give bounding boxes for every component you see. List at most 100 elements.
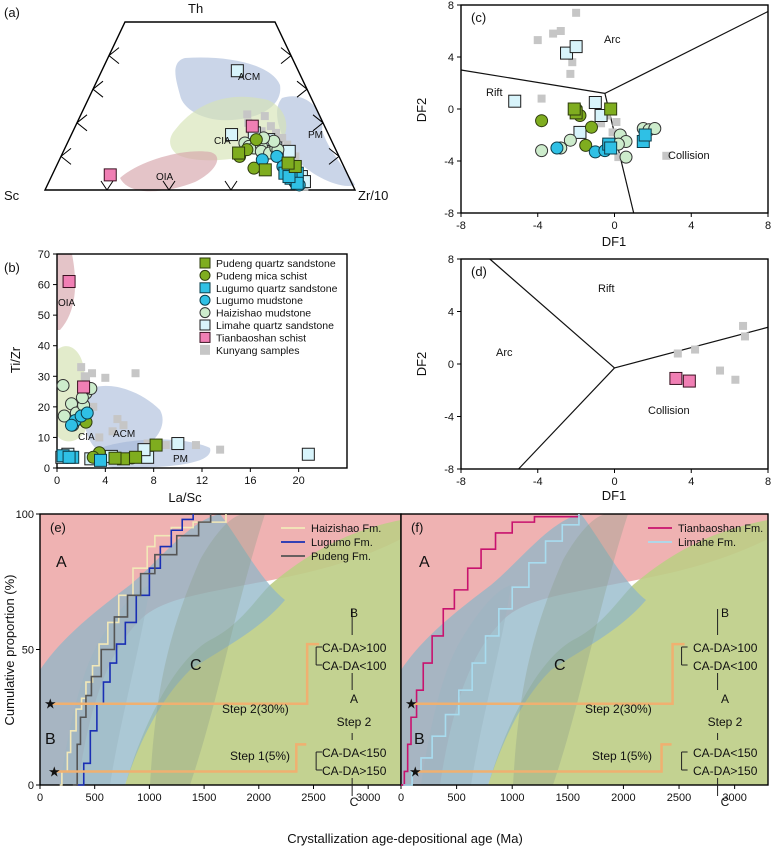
e-x-tick-label-5: 2500 [301,792,325,804]
panel-f-step1-label: Step 1(5%) [592,749,652,763]
panel-d: -8 -4 0 4 8 -8 -4 0 4 8 (d) DF1 DF2 Rift Arc Coll… [414,254,771,503]
e-star-step2: ★ [44,696,57,712]
panel-d-field-label-rift: Rift [598,283,615,295]
panel-f: 0 500 1000 1500 2000 2500 3000 ★★ Tianbaoshan … [398,513,769,809]
point-kunyang-samples-9 [119,421,128,430]
x-tick-label-4: 8 [765,220,771,232]
panel-c-label: (c) [471,10,486,25]
panel-b-field-label-acm: ACM [113,429,135,440]
point-pudeng-mica-schist-3 [579,138,593,152]
a-tick-right-1 [296,80,308,98]
point-kunyang-samples-11 [161,441,170,450]
legend-kunyang-samples-marker [200,344,210,355]
point-haizishao-mudstone-1 [563,133,577,147]
point-kunyang-samples-6 [272,128,280,137]
point-limahe-quartz-sandstone-7 [301,447,315,461]
f-x-tick-label-5: 2500 [667,792,691,804]
y-tick-label-1: -4 [444,156,454,168]
y-tick-label-0: 0 [44,463,50,475]
point-kunyang-samples-9 [608,128,617,137]
point-pudeng-mica-schist-3 [249,133,263,147]
panel-b-x-axis-title: La/Sc [168,490,202,505]
point-kunyang-samples-5 [266,122,275,131]
legend-limahe-quartz-sandstone-label: Limahe quartz sandstone [216,320,334,332]
point-kunyang-samples-1 [549,29,558,38]
e-y-tick-label-2: 100 [16,509,34,521]
a-tick-bottom-0 [100,180,114,191]
panel-f-step-lines: ★★ [405,609,719,796]
y-tick-label-7: 70 [38,249,50,261]
legend-pudeng-quartz-sandstone-label: Pudeng quartz sandstone [216,258,336,270]
point-limahe-quartz-sandstone-5 [573,125,587,139]
e-x-tick-label-0: 0 [37,792,43,804]
legend-limahe-quartz-sandstone-marker [199,319,211,331]
panel-d-field-label-collision: Collision [648,405,690,417]
panel-d-y-axis-title: DF2 [414,352,429,377]
y-tick-label-1: 10 [38,432,50,444]
panel-e-band-overlap [150,514,265,785]
point-kunyang-samples-3 [260,112,269,121]
panel-e-flow-c: C [350,795,359,809]
panel-d-points [669,321,749,388]
x-tick-label-2: 0 [611,476,617,488]
panel-f-step2-label: Step 2(30%) [585,702,652,716]
point-kunyang-samples-15 [108,427,117,436]
x-tick-label-0: 0 [54,475,60,487]
f-step1-line [413,743,672,773]
e-step1-line [52,743,307,773]
panel-b-ticks: 0 4 8 12 16 20 0 10 20 30 40 50 60 70 [38,249,305,487]
e-legend-haizishao-fm-label: Haizishao Fm. [311,523,381,535]
panel-d-frame [460,258,769,470]
legend-haizishao-mudstone-label: Haizishao mudstone [216,308,311,320]
legend-pudeng-mica-schist-marker [199,269,211,281]
e-flow-bracket-top [315,646,323,666]
panel-f-region-a [401,514,768,785]
c-boundary-0 [460,69,606,94]
point-kunyang-samples-4 [716,366,725,375]
x-tick-label-3: 12 [196,475,208,487]
panel-c-field-label-rift: Rift [486,87,503,99]
panel-f-flow-ca-da-gt150: CA-DA>150 [693,764,758,778]
panel-b: 0 4 8 12 16 20 0 10 20 30 40 50 60 70 (b) La/Sc Ti/Zr… [4,249,348,505]
point-pudeng-quartz-sandstone-3 [108,451,122,465]
d-boundary-0 [489,258,615,369]
f-line-tianbaoshan-fm [401,514,580,786]
point-tianbaoshan-schist-0 [103,168,117,182]
panel-f-legend: Tianbaoshan Fm. Limahe Fm. [648,523,763,549]
point-kunyang-samples-1 [80,372,89,381]
point-kunyang-samples-0 [243,110,252,119]
y-tick-label-2: 0 [448,104,454,116]
e-y-tick-label-1: 50 [22,645,34,657]
e-x-tick-label-1: 500 [86,792,104,804]
point-pudeng-quartz-sandstone-0 [149,438,163,452]
point-kunyang-samples-8 [113,415,122,424]
a-tick-bottom-1 [162,180,176,191]
panel-f-frame [400,513,769,786]
point-kunyang-samples-2 [556,27,565,35]
panel-c-field-label-arc: Arc [604,34,621,46]
point-pudeng-quartz-sandstone-0 [258,163,272,177]
panel-f-flow-ca-da-lt150: CA-DA<150 [693,746,758,760]
panel-d-boundaries [489,258,769,470]
f-flow-bracket-bottom [681,751,688,771]
x-tick-label-0: -8 [456,476,466,488]
x-tick-label-2: 8 [151,475,157,487]
panel-f-band-center [421,585,511,785]
point-kunyang-samples-0 [77,363,86,372]
point-kunyang-samples-0 [533,36,542,45]
point-pudeng-quartz-sandstone-1 [232,146,246,160]
panel-e-legend: Haizishao Fm. Lugumo Fm. Pudeng Fm. [281,523,381,563]
panel-a-field-label-cia: CIA [214,136,231,147]
panel-d-label: (d) [471,264,487,279]
x-tick-label-0: -8 [456,220,466,232]
legend-lugumo-mudstone-label: Lugumo mudstone [216,295,303,307]
point-tianbaoshan-schist-1 [77,380,91,394]
point-pudeng-quartz-sandstone-2 [129,450,143,464]
point-kunyang-samples-3 [691,345,700,354]
panel-f-series-lines [401,514,580,786]
panel-e-flow-ca-da-lt150: CA-DA<150 [322,746,387,760]
x-tick-label-3: 4 [688,476,694,488]
point-kunyang-samples-10 [614,153,623,162]
legend-haizishao-mudstone-marker [199,307,211,319]
